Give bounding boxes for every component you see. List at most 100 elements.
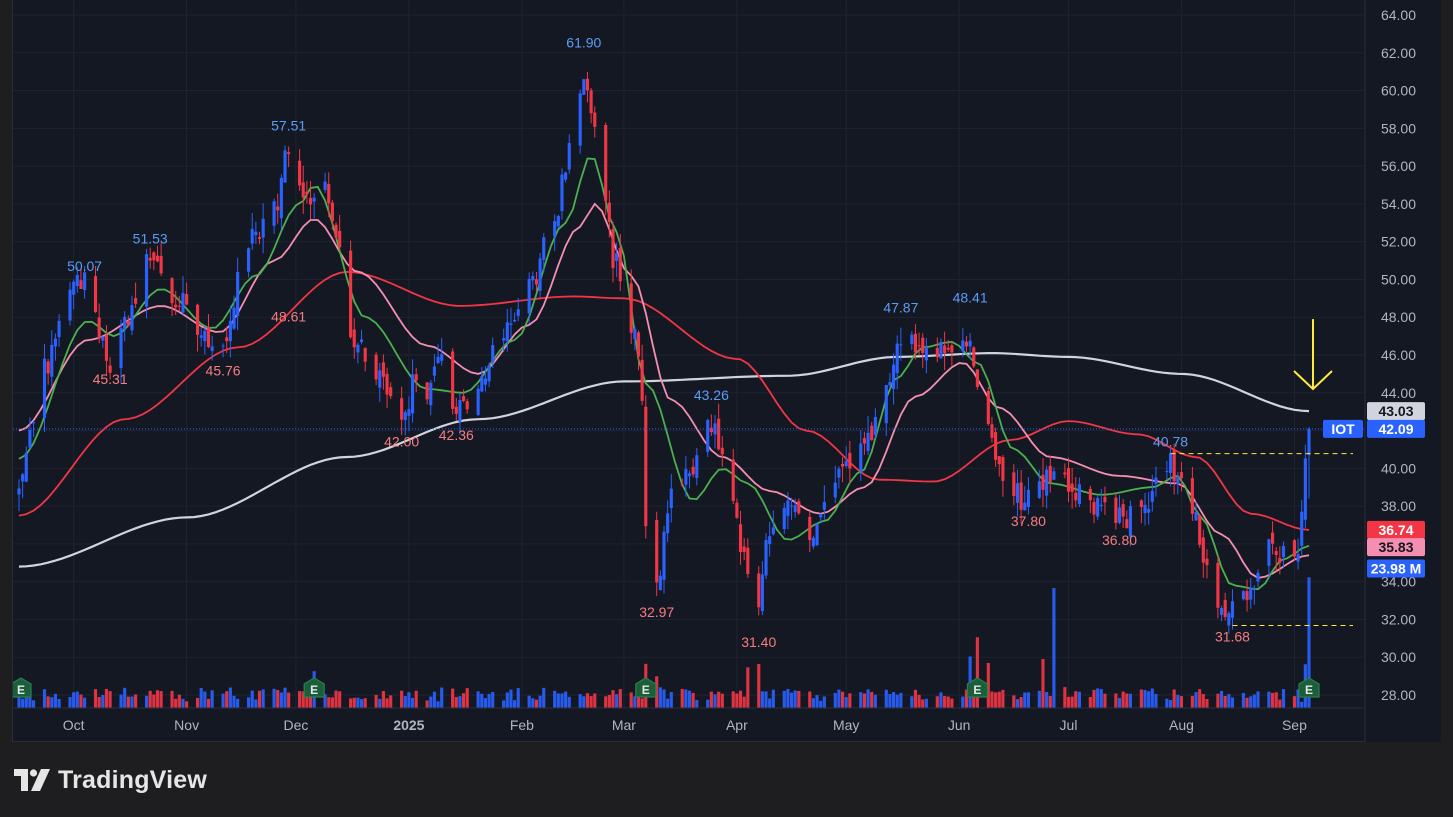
volume-bar <box>203 691 207 708</box>
candle <box>997 456 1001 465</box>
candle <box>888 381 892 386</box>
candle <box>848 452 852 469</box>
earnings-badge <box>966 677 988 698</box>
candle <box>786 500 790 516</box>
volume-bar <box>768 698 772 708</box>
volume-bar <box>633 696 637 708</box>
candle <box>709 427 713 433</box>
candle <box>1066 468 1071 492</box>
candle <box>174 304 178 308</box>
volume-bar <box>250 690 254 708</box>
tradingview-brand[interactable]: TradingView <box>14 764 207 796</box>
candle <box>895 343 899 374</box>
volume-bar <box>516 688 520 708</box>
candle <box>352 329 356 348</box>
volume-bar <box>108 691 112 708</box>
volume-bar <box>757 664 761 708</box>
brand-name: TradingView <box>58 765 208 794</box>
price-tick: 48.00 <box>1381 309 1416 325</box>
candle <box>917 345 921 347</box>
candle <box>462 396 466 401</box>
volume-bar <box>381 690 385 708</box>
candle <box>1037 481 1041 498</box>
price-tick: 38.00 <box>1381 498 1416 514</box>
candle <box>797 501 801 514</box>
candle <box>1168 453 1173 473</box>
candle <box>403 412 407 421</box>
volume-bar <box>793 690 797 708</box>
volume-bar <box>892 692 896 708</box>
volume-bar <box>301 691 305 708</box>
candle <box>994 432 998 460</box>
volume-bar <box>228 687 232 708</box>
volume-bar <box>334 690 338 708</box>
volume-bar <box>181 698 185 708</box>
volume-bar <box>910 696 914 708</box>
candle <box>870 425 874 441</box>
volume-bar <box>206 698 211 708</box>
volume-bar <box>261 689 265 708</box>
volume-bar <box>862 693 866 708</box>
time-tick: Jun <box>948 717 971 733</box>
volume-bar <box>1045 691 1049 708</box>
candle <box>513 319 517 322</box>
candle <box>1125 519 1129 529</box>
candle <box>1216 562 1220 608</box>
earnings-label: E <box>1305 683 1313 697</box>
candle <box>381 362 385 377</box>
price-chart[interactable]: 50.07 51.53 57.51 61.90 43.26 47.87 48.41 40.78… <box>13 0 1441 742</box>
candle <box>203 330 207 342</box>
candle <box>126 321 130 326</box>
candle <box>731 459 735 501</box>
candle <box>1179 472 1184 479</box>
candle <box>327 184 331 204</box>
candle <box>534 279 539 285</box>
volume-bar <box>68 696 72 708</box>
candle <box>760 574 764 612</box>
volume-bar <box>884 689 888 708</box>
volume-bar <box>582 696 586 708</box>
volume-bar <box>1052 588 1056 708</box>
volume-bar <box>935 696 939 708</box>
volume-bar <box>425 700 429 708</box>
volume-bar <box>640 698 644 708</box>
candle <box>480 376 484 392</box>
volume-bar <box>1088 696 1092 708</box>
candle <box>629 283 633 333</box>
candle <box>968 340 972 347</box>
candle <box>746 547 750 574</box>
candle <box>833 482 837 498</box>
price-label-high: 40.78 <box>1153 434 1188 450</box>
volume-bar <box>629 692 633 708</box>
volume-bar <box>487 693 491 708</box>
volume-bar <box>400 690 404 708</box>
candle <box>228 320 232 342</box>
price-tick: 50.00 <box>1381 271 1416 287</box>
candles <box>17 71 1311 634</box>
volume-bar <box>738 690 743 708</box>
volume-bar <box>564 691 568 708</box>
volume-bar <box>997 691 1001 708</box>
candle <box>899 344 903 346</box>
candle <box>502 338 506 341</box>
candle <box>236 271 240 316</box>
candle <box>1274 550 1278 555</box>
volume-bar <box>247 697 251 708</box>
volume-bar <box>323 694 327 708</box>
volume-bar <box>917 694 921 708</box>
candle <box>531 276 535 281</box>
volume-bar <box>538 695 542 708</box>
candle <box>1198 515 1202 545</box>
volume-bar <box>356 697 360 708</box>
price-axis[interactable]: 28.0030.0032.0034.0036.0038.0040.0042.00… <box>1364 0 1441 742</box>
volume-bar <box>1077 691 1081 708</box>
candle <box>658 575 662 590</box>
volume-bar <box>815 695 819 708</box>
time-axis[interactable]: Oct Nov Dec 2025 Feb Mar Apr May Jun Jul Aug Sep <box>13 707 1365 733</box>
volume-bar <box>272 688 276 708</box>
candle <box>53 338 58 347</box>
volume-bar <box>330 697 334 708</box>
volume-bar <box>1019 696 1023 708</box>
candle <box>633 328 637 339</box>
volume-bar <box>155 690 160 708</box>
